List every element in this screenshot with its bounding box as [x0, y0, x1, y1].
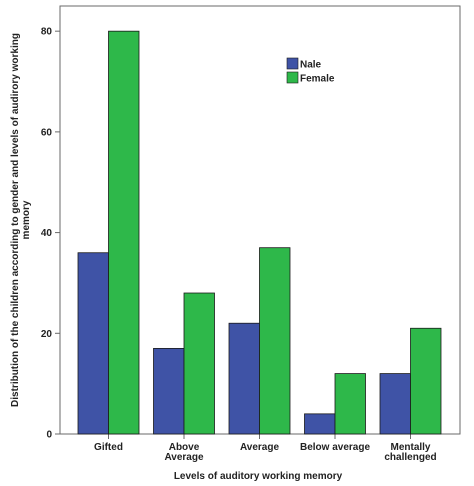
bar	[77, 252, 109, 435]
y-tick-label: 0	[46, 430, 52, 441]
y-tick-label: 40	[41, 228, 53, 239]
bar	[410, 327, 442, 435]
bar	[228, 322, 260, 435]
y-tick-label: 80	[41, 27, 53, 38]
x-tick-label: challenged	[384, 452, 436, 463]
x-tick-label: Mentally	[390, 442, 430, 453]
y-tick-label: 60	[41, 127, 53, 138]
x-tick-label: Average	[164, 452, 204, 463]
x-tick-label: Below average	[300, 442, 370, 453]
y-axis-title-line: Distribution of the children according t…	[10, 33, 21, 407]
x-tick-label: Above	[169, 442, 200, 453]
legend-label: Nale	[300, 60, 322, 71]
bar	[259, 247, 291, 435]
bar	[153, 347, 185, 435]
x-tick-label: Gifted	[94, 442, 123, 453]
legend-swatch	[286, 71, 299, 84]
x-tick-label: Average	[240, 442, 280, 453]
legend-swatch	[286, 57, 299, 70]
legend: Nale Female	[286, 57, 335, 85]
bar	[108, 30, 140, 435]
legend-label: Female	[300, 74, 335, 85]
y-axis-title-line: memory	[21, 200, 32, 239]
bar	[304, 413, 336, 435]
x-axis-title: Levels of auditory working memory	[174, 471, 343, 482]
y-tick-label: 20	[41, 329, 53, 340]
y-axis-title: Distribution of the children according t…	[10, 33, 32, 407]
bar	[379, 373, 411, 435]
bars	[77, 30, 442, 435]
y-axis: 0 20 40 60 80	[41, 27, 60, 441]
bar	[334, 373, 366, 435]
bar	[183, 292, 215, 435]
